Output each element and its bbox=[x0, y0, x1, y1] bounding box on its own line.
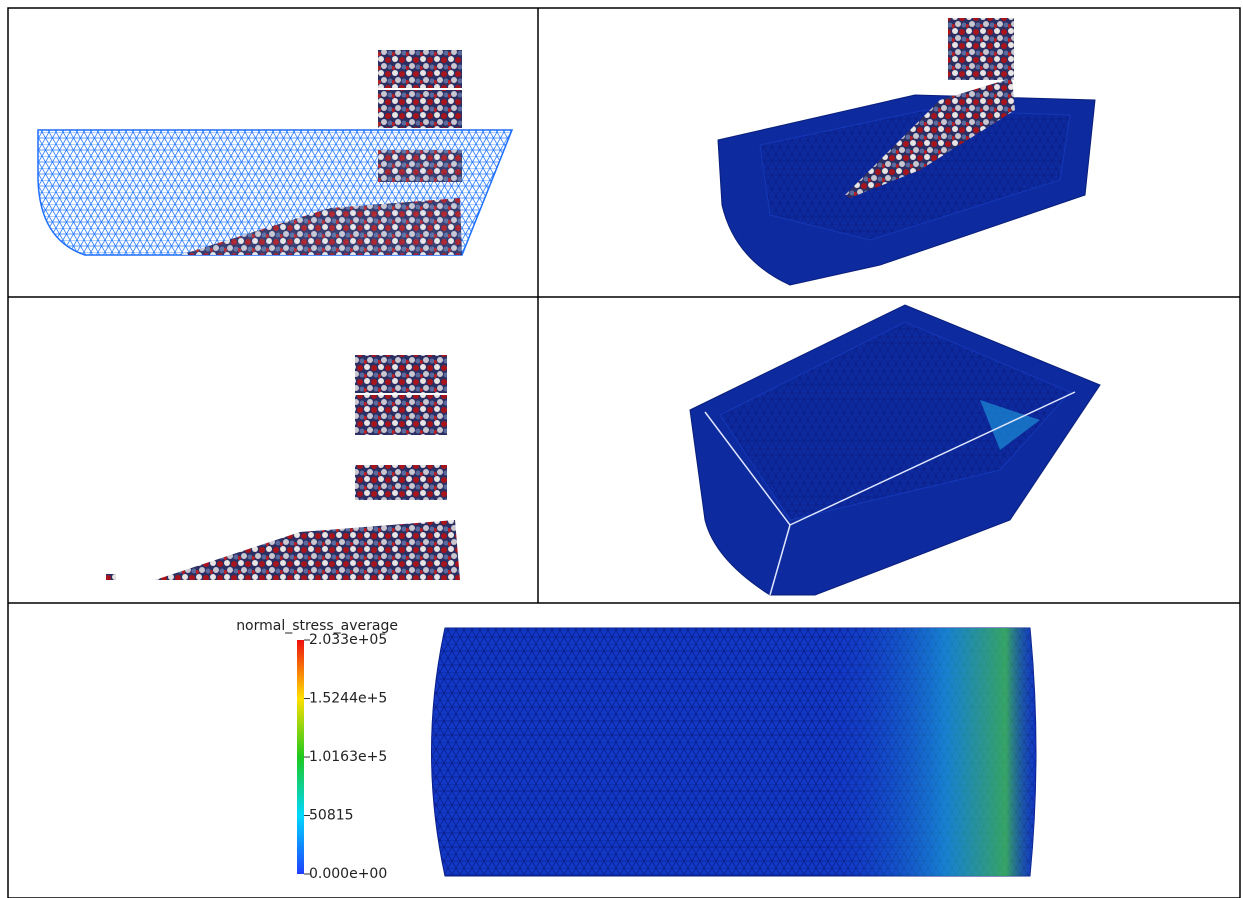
colorbar bbox=[297, 640, 304, 874]
panel-trough bbox=[718, 18, 1095, 285]
panel-wireframe bbox=[38, 50, 512, 255]
particle-stray bbox=[106, 574, 116, 580]
colorbar-tick-label: 2.033e+05 bbox=[309, 632, 387, 648]
cylinder-stress bbox=[432, 628, 1037, 876]
colorbar-tick-label: 0.000e+00 bbox=[309, 866, 387, 882]
figure: normal_stress_average 2.033e+051.5244e+5… bbox=[0, 0, 1243, 898]
particle-block bbox=[355, 465, 447, 500]
colorbar-ticks: 2.033e+05 1.5244e+5 1.0163e+5 50815 0.000e+0… bbox=[304, 632, 387, 882]
particle-block bbox=[948, 18, 1014, 80]
particle-block bbox=[378, 50, 462, 88]
colorbar-tick-label: 1.0163e+5 bbox=[309, 749, 387, 765]
particle-block bbox=[378, 90, 462, 128]
particle-pile bbox=[155, 520, 460, 580]
particle-block bbox=[355, 355, 447, 393]
page: normal_stress_average 2.033e+051.5244e+5… bbox=[0, 0, 1243, 898]
panel-stress: normal_stress_average 2.033e+051.5244e+5… bbox=[236, 618, 1036, 882]
panel-trough-empty bbox=[690, 305, 1100, 595]
particle-block bbox=[355, 395, 447, 435]
colorbar-tick-label: 50815 bbox=[309, 808, 354, 824]
particle-block bbox=[378, 150, 462, 182]
panel-particles bbox=[106, 355, 460, 580]
colorbar-tick-label: 1.5244e+5 bbox=[309, 691, 387, 707]
